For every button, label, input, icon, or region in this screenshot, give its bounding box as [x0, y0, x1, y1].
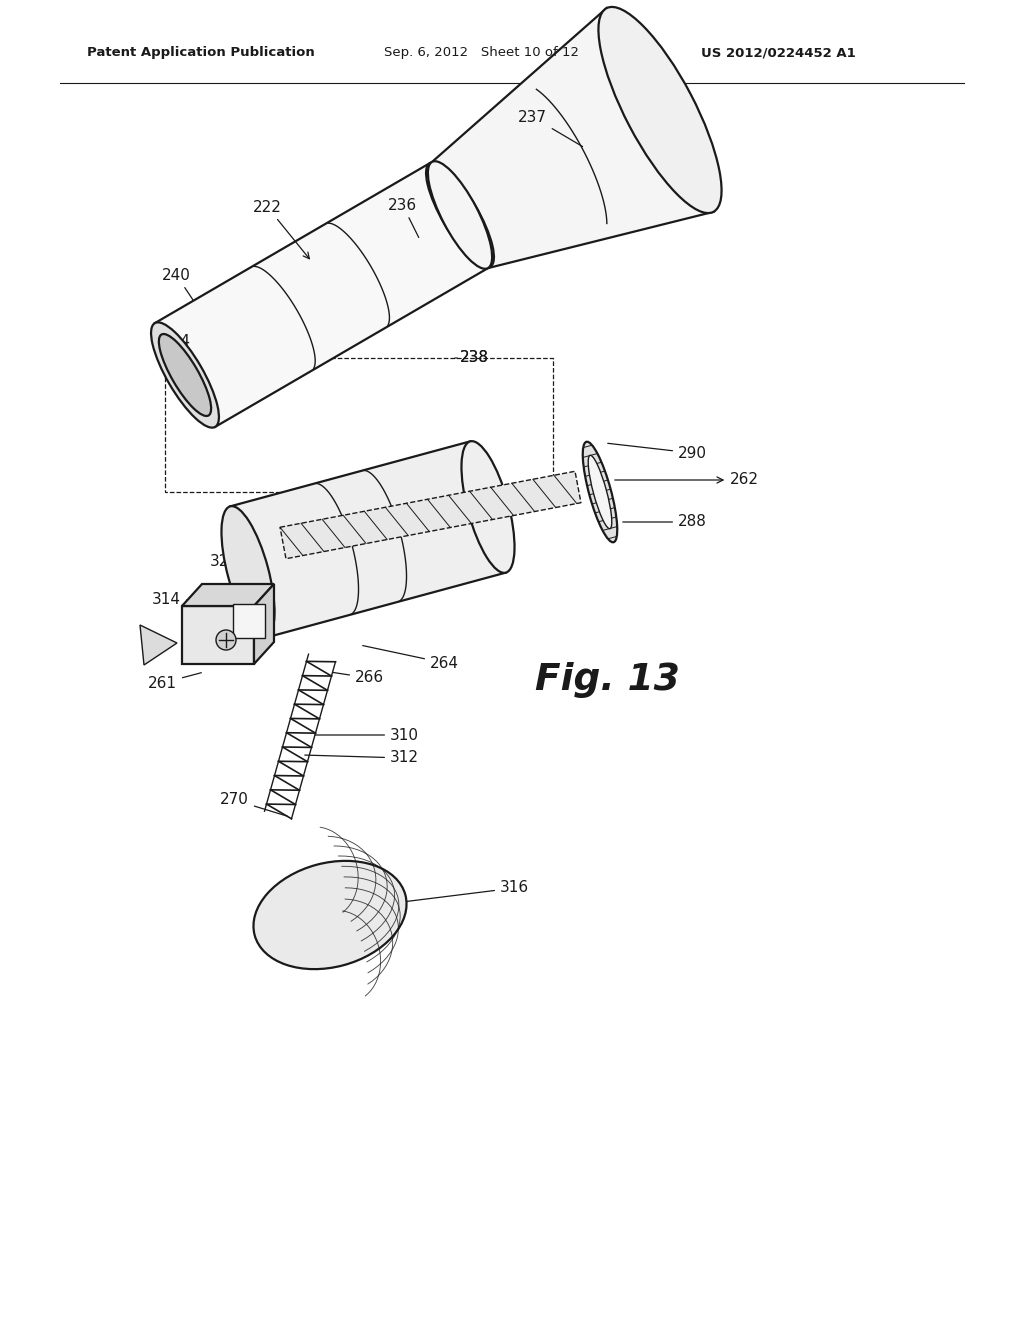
Text: Patent Application Publication: Patent Application Publication: [87, 46, 314, 59]
Text: 284: 284: [462, 549, 504, 578]
Polygon shape: [155, 164, 490, 426]
Text: 261: 261: [148, 673, 202, 690]
Text: 222: 222: [253, 199, 309, 259]
Text: US 2012/0224452 A1: US 2012/0224452 A1: [701, 46, 856, 59]
Polygon shape: [280, 471, 581, 558]
Text: 264: 264: [362, 645, 459, 671]
Text: 270: 270: [220, 792, 288, 816]
Text: 312: 312: [305, 751, 419, 766]
Text: 290: 290: [608, 444, 707, 461]
Text: 320: 320: [437, 483, 474, 507]
Polygon shape: [182, 583, 274, 606]
Text: 236: 236: [388, 198, 419, 238]
Polygon shape: [140, 624, 177, 665]
Ellipse shape: [583, 442, 617, 543]
Text: 314: 314: [152, 593, 198, 607]
Ellipse shape: [159, 334, 211, 416]
Ellipse shape: [598, 7, 722, 213]
Text: 262: 262: [614, 473, 759, 487]
Ellipse shape: [254, 861, 407, 969]
Polygon shape: [182, 606, 254, 664]
Ellipse shape: [221, 506, 274, 638]
Text: 237: 237: [518, 110, 583, 147]
Ellipse shape: [428, 161, 493, 269]
Polygon shape: [230, 441, 506, 638]
Polygon shape: [432, 8, 714, 268]
Text: 238: 238: [460, 351, 489, 366]
Text: 266: 266: [333, 671, 384, 685]
Text: 240: 240: [162, 268, 194, 301]
Text: Sep. 6, 2012   Sheet 10 of 12: Sep. 6, 2012 Sheet 10 of 12: [384, 46, 579, 59]
Ellipse shape: [426, 162, 494, 268]
Polygon shape: [254, 583, 274, 664]
Ellipse shape: [588, 455, 611, 529]
Text: 274: 274: [388, 558, 417, 582]
Text: 324: 324: [210, 554, 245, 569]
Text: 238: 238: [455, 351, 489, 366]
Polygon shape: [233, 605, 265, 638]
Text: 316: 316: [381, 880, 529, 904]
Ellipse shape: [462, 441, 514, 573]
Circle shape: [216, 630, 236, 649]
Ellipse shape: [152, 322, 219, 428]
Text: 310: 310: [314, 727, 419, 742]
Text: 234: 234: [162, 334, 191, 355]
Text: Fig. 13: Fig. 13: [535, 663, 680, 698]
Text: 288: 288: [623, 515, 707, 529]
